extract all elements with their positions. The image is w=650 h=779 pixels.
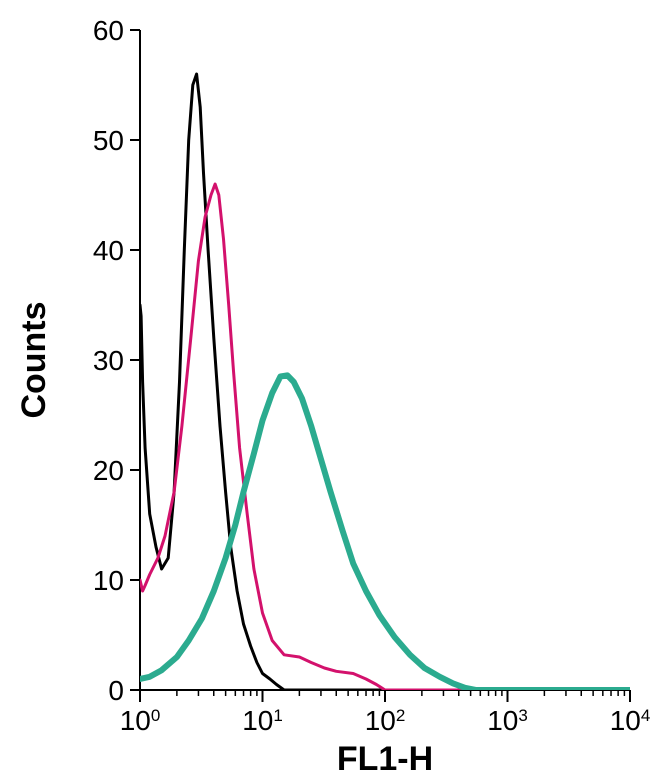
chart-svg: 0102030405060100101102103104CountsFL1-H: [0, 0, 650, 779]
y-tick-label: 60: [93, 15, 124, 46]
y-tick-label: 30: [93, 345, 124, 376]
y-axis-title: Counts: [15, 301, 53, 418]
y-tick-label: 0: [108, 675, 124, 706]
flow-cytometry-histogram: 0102030405060100101102103104CountsFL1-H: [0, 0, 650, 779]
y-tick-label: 20: [93, 455, 124, 486]
x-axis-title: FL1-H: [337, 740, 433, 778]
y-tick-label: 10: [93, 565, 124, 596]
y-tick-label: 40: [93, 235, 124, 266]
y-tick-label: 50: [93, 125, 124, 156]
